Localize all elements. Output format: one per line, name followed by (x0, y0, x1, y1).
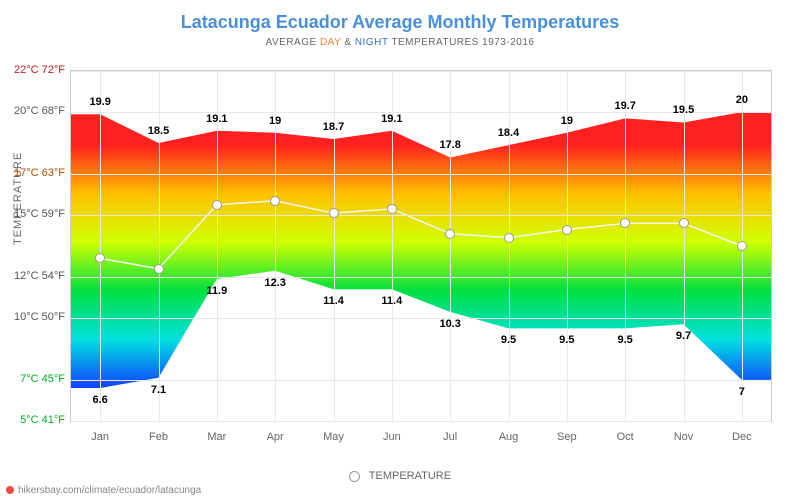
x-tick-label: Feb (149, 431, 168, 443)
x-tick-label: Jan (91, 431, 109, 443)
map-pin-icon (6, 486, 14, 494)
avg-marker (620, 218, 630, 228)
day-value-label: 18.4 (498, 127, 519, 139)
y-tick-label: 5°C 41°F (0, 414, 65, 426)
day-value-label: 18.5 (148, 125, 169, 137)
avg-marker (504, 233, 514, 243)
x-tick-label: Jul (443, 431, 457, 443)
night-value-label: 11.4 (381, 295, 402, 307)
night-value-label: 10.3 (439, 318, 460, 330)
avg-marker (154, 264, 164, 274)
legend-label: TEMPERATURE (369, 470, 451, 482)
x-tick-label: Mar (207, 431, 226, 443)
avg-marker (212, 200, 222, 210)
night-value-label: 7 (739, 386, 745, 398)
x-tick-label: May (323, 431, 344, 443)
x-tick-label: Aug (499, 431, 519, 443)
chart-subtitle: AVERAGE DAY & NIGHT TEMPERATURES 1973-20… (0, 37, 800, 48)
y-tick-label: 10°C 50°F (0, 311, 65, 323)
day-value-label: 19.9 (89, 96, 110, 108)
avg-marker (270, 196, 280, 206)
avg-marker (95, 253, 105, 263)
night-value-label: 9.5 (559, 334, 574, 346)
avg-marker (679, 218, 689, 228)
day-value-label: 17.8 (439, 139, 460, 151)
y-tick-label: 22°C 72°F (0, 64, 65, 76)
night-value-label: 6.6 (93, 394, 108, 406)
x-tick-label: Jun (383, 431, 401, 443)
avg-marker (737, 241, 747, 251)
x-tick-label: Oct (617, 431, 634, 443)
day-value-label: 18.7 (323, 121, 344, 133)
day-value-label: 20 (736, 94, 748, 106)
x-tick-label: Dec (732, 431, 752, 443)
day-value-label: 19.1 (381, 113, 402, 125)
legend-marker (349, 471, 360, 482)
y-tick-label: 15°C 59°F (0, 208, 65, 220)
source-link[interactable]: hikersbay.com/climate/ecuador/latacunga (6, 485, 201, 496)
avg-marker (562, 225, 572, 235)
y-tick-label: 17°C 63°F (0, 167, 65, 179)
day-value-label: 19.7 (614, 100, 635, 112)
day-value-label: 19.5 (673, 104, 694, 116)
day-value-label: 19 (561, 115, 573, 127)
avg-marker (387, 204, 397, 214)
day-value-label: 19.1 (206, 113, 227, 125)
y-tick-label: 20°C 68°F (0, 105, 65, 117)
night-value-label: 9.5 (618, 334, 633, 346)
x-tick-label: Nov (674, 431, 694, 443)
night-value-label: 11.9 (206, 285, 227, 297)
night-value-label: 7.1 (151, 384, 166, 396)
y-tick-label: 12°C 54°F (0, 270, 65, 282)
night-value-label: 11.4 (323, 295, 344, 307)
avg-marker (445, 229, 455, 239)
x-tick-label: Apr (267, 431, 284, 443)
chart-title: Latacunga Ecuador Average Monthly Temper… (0, 0, 800, 33)
y-tick-label: 7°C 45°F (0, 373, 65, 385)
y-axis-label: TEMPERATURE (12, 152, 24, 245)
x-tick-label: Sep (557, 431, 577, 443)
day-value-label: 19 (269, 115, 281, 127)
avg-marker (329, 208, 339, 218)
plot-area: Jan19.96.6Feb18.57.1Mar19.111.9Apr1912.3… (70, 70, 772, 422)
night-value-label: 9.5 (501, 334, 516, 346)
night-value-label: 12.3 (264, 277, 285, 289)
night-value-label: 9.7 (676, 330, 691, 342)
legend: TEMPERATURE (0, 470, 800, 482)
